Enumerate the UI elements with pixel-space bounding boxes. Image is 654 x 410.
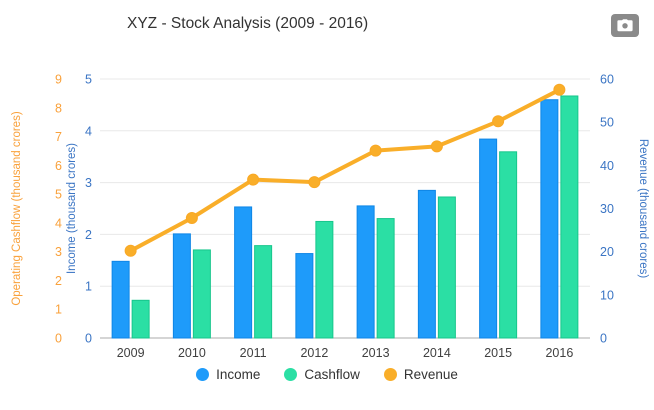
income-axis-tick: 2 (85, 228, 92, 242)
cashflow-axis-tick: 0 (55, 332, 62, 346)
revenue-line[interactable] (128, 87, 562, 253)
x-axis-label: 2012 (300, 346, 328, 360)
export-button[interactable] (611, 14, 639, 37)
legend-dot-income (196, 368, 210, 381)
income-axis-tick: 1 (85, 280, 92, 294)
bar-cashflow-2013[interactable] (376, 218, 395, 339)
cashflow-axis-tick: 6 (55, 159, 62, 173)
cashflow-axis-tick: 2 (55, 274, 62, 288)
x-axis-label: 2013 (362, 346, 390, 360)
revenue-axis-tick: 0 (600, 332, 607, 346)
legend-label-cashflow: Cashflow (304, 367, 360, 382)
camera-icon (617, 19, 633, 32)
legend-item-cashflow[interactable]: Cashflow (284, 367, 360, 382)
legend-item-income[interactable]: Income (196, 367, 260, 382)
chart-legend: Income Cashflow Revenue (0, 367, 654, 382)
bar-income-2013[interactable] (356, 205, 375, 339)
cashflow-axis-title: Operating Cashflow (thousand crores) (11, 111, 23, 305)
cashflow-axis-tick: 8 (55, 101, 62, 115)
revenue-marker-2016[interactable] (553, 83, 566, 96)
bar-cashflow-2016[interactable] (560, 95, 579, 339)
legend-label-income: Income (216, 367, 261, 382)
income-axis-tick: 0 (85, 332, 92, 346)
income-axis-tick: 3 (85, 176, 92, 190)
cashflow-axis-tick: 3 (55, 245, 62, 259)
cashflow-axis-tick: 4 (55, 216, 62, 230)
cashflow-axis-tick: 9 (55, 73, 62, 87)
revenue-marker-2009[interactable] (124, 244, 137, 257)
bar-cashflow-2015[interactable] (499, 151, 518, 339)
revenue-axis-tick: 20 (600, 245, 614, 259)
revenue-marker-2013[interactable] (369, 144, 382, 157)
x-axis-label: 2010 (178, 346, 206, 360)
revenue-marker-2012[interactable] (308, 176, 321, 189)
income-axis-title: Income (thousand crores) (66, 143, 78, 274)
bar-income-2009[interactable] (111, 260, 130, 339)
income-axis-tick: 5 (85, 73, 92, 87)
bar-cashflow-2014[interactable] (437, 196, 456, 339)
x-axis-label: 2016 (545, 346, 573, 360)
revenue-axis-tick: 40 (600, 159, 614, 173)
x-axis-label: 2009 (117, 346, 145, 360)
revenue-axis-tick: 50 (600, 116, 614, 130)
bar-cashflow-2010[interactable] (192, 249, 211, 339)
bar-cashflow-2011[interactable] (254, 245, 273, 339)
legend-dot-revenue (383, 368, 397, 381)
revenue-marker-2010[interactable] (185, 211, 198, 224)
bar-income-2014[interactable] (417, 189, 436, 339)
revenue-marker-2015[interactable] (492, 115, 505, 128)
cashflow-axis-tick: 7 (55, 130, 62, 144)
cashflow-axis-tick: 1 (55, 303, 62, 317)
revenue-axis-tick: 60 (600, 73, 614, 87)
revenue-axis-tick: 30 (600, 202, 614, 216)
revenue-axis-title: Revenue (thousand crores) (637, 139, 649, 279)
revenue-axis-tick: 10 (600, 288, 614, 302)
revenue-marker-2014[interactable] (430, 140, 443, 153)
legend-dot-cashflow (284, 368, 298, 381)
cashflow-axis-tick: 5 (55, 188, 62, 202)
bar-income-2011[interactable] (234, 206, 253, 339)
bar-income-2016[interactable] (540, 99, 559, 339)
x-axis-label: 2011 (240, 346, 267, 360)
legend-item-revenue[interactable]: Revenue (383, 367, 458, 382)
x-axis-label: 2015 (484, 346, 512, 360)
x-axis-label: 2014 (423, 346, 451, 360)
chart-title: XYZ - Stock Analysis (2009 - 2016) (127, 15, 369, 32)
bar-cashflow-2009[interactable] (131, 299, 150, 339)
bar-cashflow-2012[interactable] (315, 220, 334, 339)
legend-label-revenue: Revenue (403, 367, 458, 382)
revenue-marker-2011[interactable] (247, 173, 260, 186)
bar-income-2015[interactable] (479, 138, 498, 339)
bar-income-2012[interactable] (295, 253, 314, 339)
income-axis-tick: 4 (85, 124, 92, 138)
bar-income-2010[interactable] (172, 233, 191, 339)
